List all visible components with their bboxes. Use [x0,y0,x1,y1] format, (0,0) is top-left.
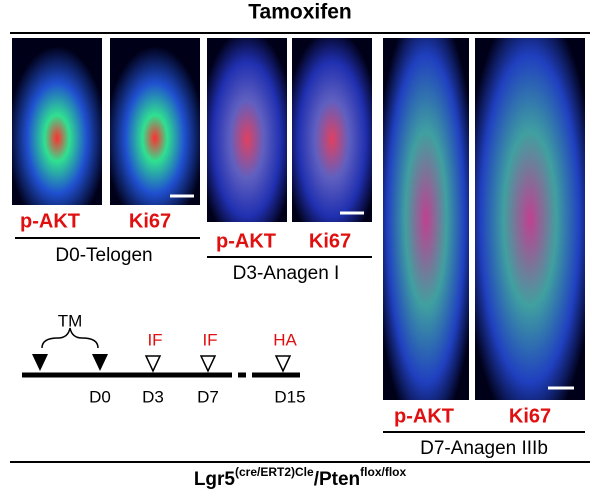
micrograph [292,38,372,222]
day-label: D7 [197,387,219,406]
event-arrow [144,355,162,373]
stain-label: Ki67 [509,405,551,427]
day-label: D0 [89,387,111,406]
panel: p-AKT Ki67 D0-Telogen [12,38,200,266]
event-label: IF [202,330,217,349]
stain-label: Ki67 [309,230,351,252]
genotype-superscript: flox/flox [360,465,406,479]
genotype: Lgr5 [194,469,236,490]
day-label: D3 [142,387,164,406]
caption: D3-Anagen I [233,263,340,284]
micrograph [110,38,200,205]
tm-arrow [32,354,48,371]
genotype-superscript: (cre/ERT2)Cle [235,465,314,479]
micrograph [12,38,102,205]
tm-arrow [92,354,108,371]
footer: Lgr5(cre/ERT2)Cle/Ptenflox/flox [194,465,407,490]
stain-label: p-AKT [216,230,276,252]
stain-label: Ki67 [129,210,171,232]
brace [41,327,99,349]
panel: p-AKT Ki67 D7-Anagen IIIb [383,38,585,459]
stain-label: p-AKT [394,405,454,427]
micrograph [383,38,469,400]
event-arrow [199,355,217,373]
stain-label: p-AKT [20,210,80,232]
caption: D7-Anagen IIIb [420,438,548,459]
event-label: IF [147,330,162,349]
micrograph [475,38,585,400]
event-label: HA [273,330,297,349]
day-label: D15 [274,387,305,406]
timeline: TM IF IF HA D0 D3 D7 D15 [22,311,306,406]
panel: p-AKT Ki67 D3-Anagen I [207,38,372,284]
event-arrow [274,355,292,373]
micrograph [207,38,287,222]
genotype: /Pten [314,469,360,490]
caption: D0-Telogen [55,245,152,266]
title: Tamoxifen [248,1,351,24]
brace-label: TM [58,311,83,330]
